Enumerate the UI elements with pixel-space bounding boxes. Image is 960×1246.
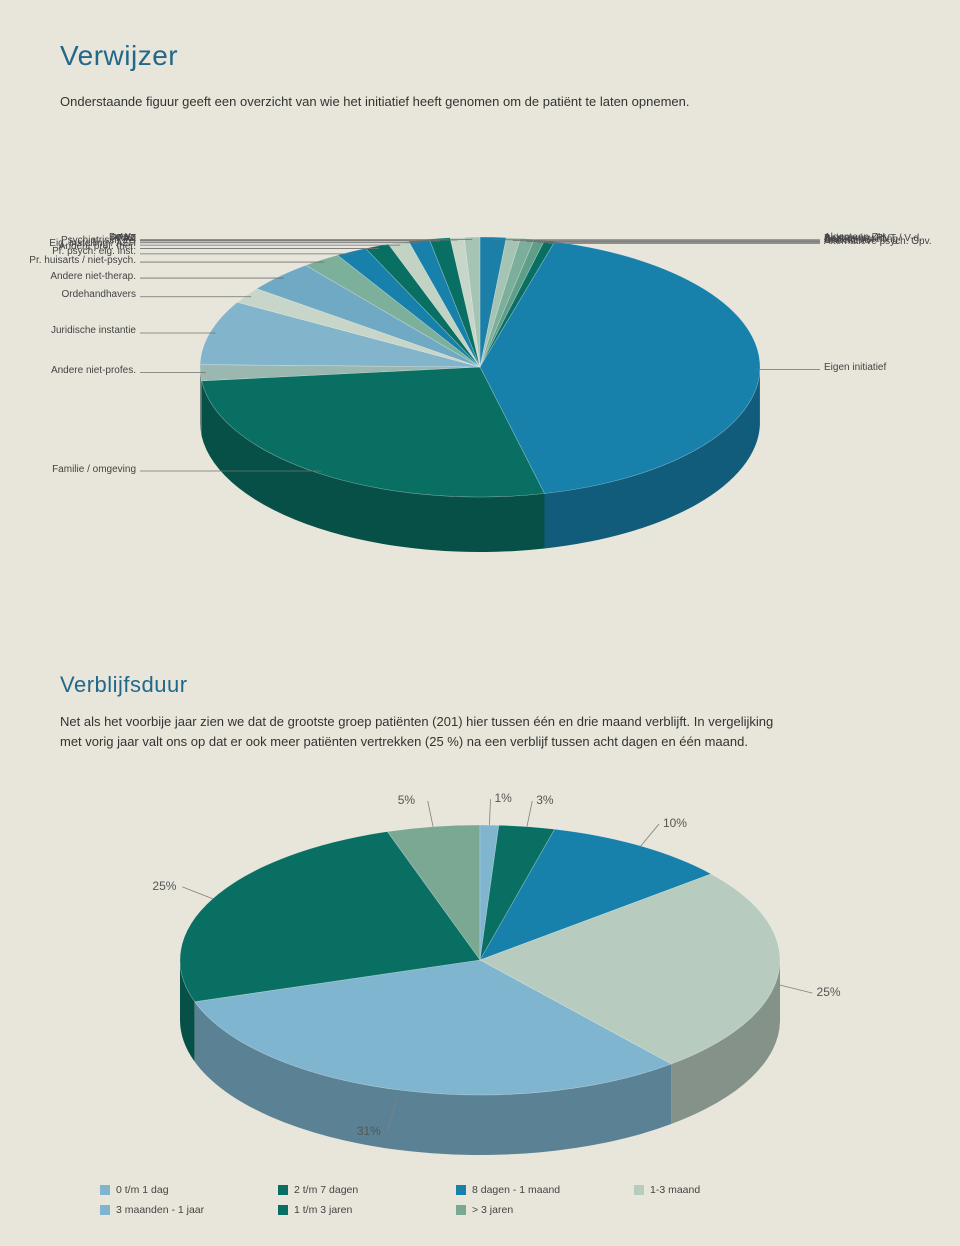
legend-label: 8 dagen - 1 maand	[472, 1184, 560, 1196]
chart2-pct-label: 5%	[398, 793, 415, 807]
legend-item: 2 t/m 7 dagen	[278, 1184, 428, 1196]
legend-swatch	[278, 1205, 288, 1215]
chart1-label: Andere niet-profes.	[51, 365, 136, 376]
verwijzer-chart: Algemeen ZHBej.tehuis / RVT / V-d.Andere…	[60, 132, 900, 652]
legend-swatch	[456, 1185, 466, 1195]
chart2-pct-label: 3%	[536, 793, 553, 807]
chart1-label: Andere niet-therap.	[50, 271, 136, 282]
chart2-pct-label: 25%	[152, 879, 176, 893]
legend-swatch	[278, 1185, 288, 1195]
chart2-pct-label: 25%	[817, 985, 841, 999]
chart1-label: Juridische instantie	[51, 325, 136, 336]
legend-label: > 3 jaren	[472, 1204, 513, 1216]
chart1-label: Ordehandhavers	[62, 289, 137, 300]
chart2-pct-label: 10%	[663, 816, 687, 830]
legend-label: 0 t/m 1 dag	[116, 1184, 169, 1196]
legend-swatch	[456, 1205, 466, 1215]
legend-item: > 3 jaren	[456, 1204, 606, 1216]
legend-item: 1-3 maand	[634, 1184, 784, 1196]
verblijfsduur-chart: 5% 1% 3% 10% 25% 31% 25%	[60, 770, 900, 1170]
page-title: Verwijzer	[60, 40, 900, 72]
chart1-label: Familie / omgeving	[52, 464, 136, 475]
legend-label: 1-3 maand	[650, 1184, 700, 1196]
legend-label: 3 maanden - 1 jaar	[116, 1204, 204, 1216]
chart2-pct-label: 31%	[357, 1124, 381, 1138]
verblijfsduur-legend: 0 t/m 1 dag 2 t/m 7 dagen 8 dagen - 1 maan…	[60, 1184, 900, 1216]
legend-swatch	[634, 1185, 644, 1195]
legend-swatch	[100, 1185, 110, 1195]
legend-label: 1 t/m 3 jaren	[294, 1204, 352, 1216]
legend-swatch	[100, 1205, 110, 1215]
chart1-label: BeWo	[109, 232, 136, 243]
chart1-label: Eigen initiatief	[824, 362, 886, 373]
legend-item: 3 maanden - 1 jaar	[100, 1204, 250, 1216]
verblijfsduur-text: Net als het voorbije jaar zien we dat de…	[60, 712, 790, 752]
intro-text: Onderstaande figuur geeft een overzicht …	[60, 92, 790, 112]
legend-item: 8 dagen - 1 maand	[456, 1184, 606, 1196]
legend-item: 0 t/m 1 dag	[100, 1184, 250, 1196]
section-title-verblijfsduur: Verblijfsduur	[60, 672, 900, 698]
chart1-label: Alternatieve psych. Opv.	[824, 236, 932, 247]
legend-label: 2 t/m 7 dagen	[294, 1184, 358, 1196]
chart2-pct-label: 1%	[494, 791, 511, 805]
legend-item: 1 t/m 3 jaren	[278, 1204, 428, 1216]
